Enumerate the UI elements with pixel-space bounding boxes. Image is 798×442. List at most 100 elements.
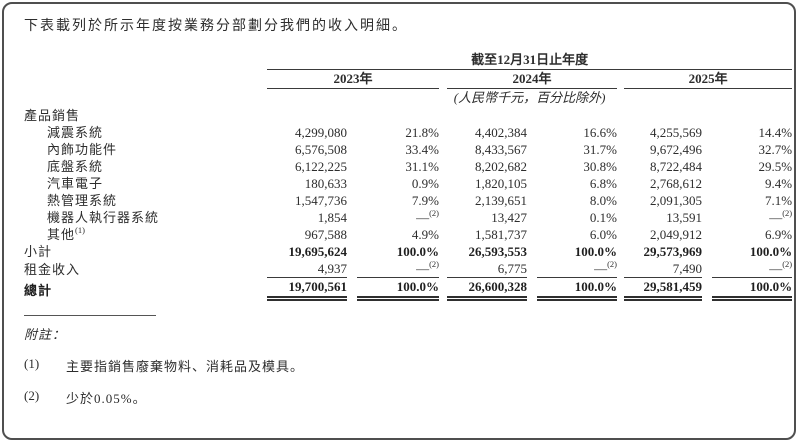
percent-cell: —(2) (416, 207, 439, 225)
amount-cell (267, 107, 347, 124)
row-label: 其他(1) (47, 224, 85, 242)
notes-divider (24, 315, 156, 316)
footnote-ref: (2) (429, 207, 439, 218)
year-header-row: 2023年 2024年 2025年 (24, 69, 793, 89)
column-gap (527, 107, 537, 124)
column-gap (617, 278, 624, 299)
column-gap (439, 158, 447, 175)
column-gap (702, 158, 712, 175)
percent-cell: 100.0% (749, 244, 793, 259)
row-label: 總計 (24, 282, 53, 298)
unit-note-row: (人民幣千元，百分比除外) (24, 89, 792, 108)
column-gap (702, 141, 712, 158)
column-gap (702, 175, 712, 192)
item-row: 熱管理系統 1,547,736 7.9% 2,139,651 8.0% 2,091,305… (24, 192, 792, 209)
column-gap (347, 175, 357, 192)
percent-cell: 8.0% (589, 193, 617, 208)
column-gap (439, 141, 447, 158)
column-gap (617, 226, 624, 243)
footnote-ref: (2) (782, 258, 793, 269)
amount-cell: 1,820,105 (475, 176, 527, 191)
column-gap (617, 124, 624, 141)
footnote-ref: (1) (75, 224, 85, 235)
column-gap (617, 158, 624, 175)
column-gap (702, 278, 712, 299)
percent-cell: —(2) (357, 259, 439, 278)
column-gap (527, 209, 537, 226)
percent-cell: 16.6% (583, 125, 617, 140)
amount-cell: 19,700,561 (267, 278, 347, 301)
row-label: 汽車電子 (47, 176, 104, 191)
percent-cell: 4.9% (411, 227, 439, 242)
percent-cell: 6.9% (765, 227, 793, 242)
column-gap (347, 107, 357, 124)
amount-cell: 2,091,305 (650, 193, 702, 208)
subtotal-row: 小計 19,695,624 100.0% 26,593,553 100.0% 29,573… (24, 243, 792, 260)
percent-cell: 7.9% (411, 193, 439, 208)
notes-heading: 附註： (24, 327, 67, 342)
amount-cell: 1,854 (317, 210, 347, 225)
amount-cell: 29,573,969 (643, 244, 703, 259)
column-gap (702, 260, 712, 278)
percent-cell: 0.9% (411, 176, 439, 191)
year-header-2023: 2023年 (267, 69, 439, 89)
amount-cell: 6,775 (447, 260, 527, 278)
period-header-row: 截至12月31日止年度 (24, 51, 793, 70)
note-text: 少於0.05%。 (66, 391, 147, 406)
year-header-2025: 2025年 (624, 69, 793, 89)
amount-cell: 4,255,569 (650, 125, 702, 140)
amount-cell: 1,547,736 (295, 193, 347, 208)
item-row: 減震系統 4,299,080 21.8% 4,402,384 16.6% 4,255,56… (24, 124, 792, 141)
column-gap (527, 192, 537, 209)
percent-cell: 33.4% (405, 142, 439, 157)
column-gap (617, 175, 624, 192)
column-gap (347, 226, 357, 243)
column-gap (702, 243, 712, 260)
column-gap (347, 260, 357, 278)
amount-cell: 13,591 (666, 210, 702, 225)
column-gap (439, 209, 447, 226)
column-gap (617, 209, 624, 226)
column-gap (617, 192, 624, 209)
item-row: 機器人執行器系統 1,854 —(2) 13,427 0.1% 13,591 —(2) (24, 207, 793, 226)
section-row-product-sales: 產品銷售 (24, 107, 792, 124)
amount-cell: 7,490 (624, 260, 702, 278)
column-gap (439, 260, 447, 278)
year-header-2024: 2024年 (447, 69, 617, 89)
unit-note: (人民幣千元，百分比除外) (453, 90, 606, 105)
percent-cell (537, 107, 617, 124)
column-gap (527, 175, 537, 192)
column-gap (702, 192, 712, 209)
amount-cell: 26,593,553 (468, 244, 528, 259)
column-gap (617, 243, 624, 260)
item-row: 其他(1) 967,588 4.9% 1,581,737 6.0% 2,049,912 6.… (24, 224, 793, 243)
item-row: 汽車電子 180,633 0.9% 1,820,105 6.8% 2,768,612 9.4… (24, 175, 792, 192)
column-gap (702, 209, 712, 226)
percent-cell: 100.0% (712, 278, 793, 301)
column-gap (439, 192, 447, 209)
column-gap (702, 226, 712, 243)
footnote-ref: (2) (607, 258, 617, 269)
percent-cell: 100.0% (396, 244, 439, 259)
note-number: (2) (24, 388, 40, 403)
row-label: 機器人執行器系統 (47, 210, 160, 225)
percent-cell: 30.8% (583, 159, 617, 174)
column-gap (617, 260, 624, 278)
percent-cell: 100.0% (537, 278, 617, 301)
percent-cell: 100.0% (574, 244, 617, 259)
amount-cell: 13,427 (491, 210, 527, 225)
period-header: 截至12月31日止年度 (267, 51, 793, 70)
amount-cell (447, 107, 527, 124)
row-label: 底盤系統 (47, 159, 104, 174)
item-row: 底盤系統 6,122,225 31.1% 8,202,682 30.8% 8,722,48… (24, 158, 792, 175)
column-gap (617, 107, 624, 124)
column-gap (439, 243, 447, 260)
percent-cell: 31.1% (405, 159, 439, 174)
column-gap (527, 260, 537, 278)
percent-cell: 14.4% (758, 125, 793, 140)
percent-cell: 6.8% (589, 176, 617, 191)
percent-cell (712, 107, 792, 124)
rental-income-row: 租金收入 4,937 —(2) 6,775 —(2) 7,490 —(2) (24, 258, 793, 278)
percent-cell: —(2) (769, 207, 793, 225)
